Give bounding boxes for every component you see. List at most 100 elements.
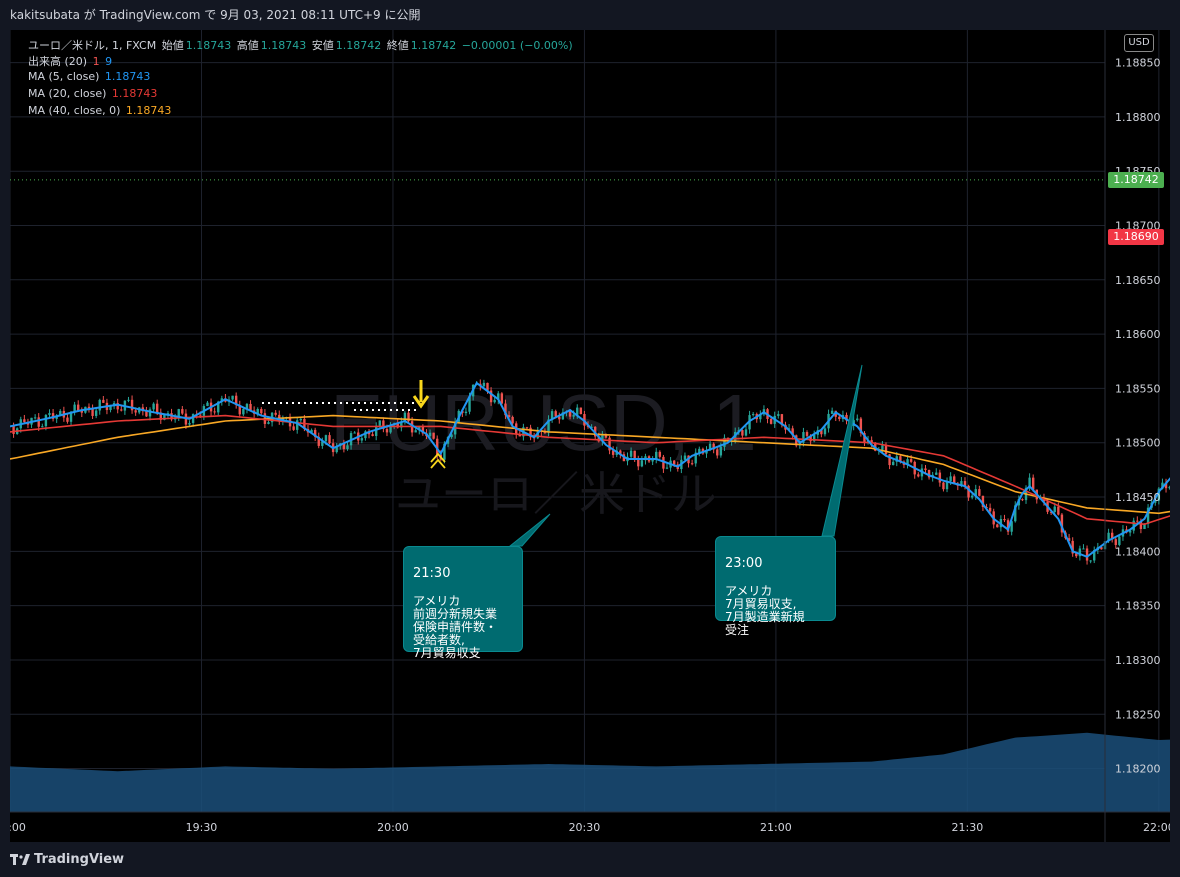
candle-body (152, 403, 155, 410)
candle-body (317, 436, 320, 446)
legend-open: 1.18743 (185, 39, 232, 52)
candle-body (292, 426, 295, 430)
callout-2300-pointer (821, 364, 863, 537)
candle-body (313, 429, 317, 437)
candle-body (769, 418, 773, 424)
candle-body (87, 406, 91, 409)
candle-body (640, 460, 644, 467)
candle-body (529, 427, 532, 438)
tradingview-logo-icon (10, 853, 30, 865)
candle-body (1067, 538, 1071, 541)
candle-body (708, 443, 712, 451)
candle-body (385, 428, 389, 433)
candle-body (432, 432, 435, 439)
candle-body (823, 428, 827, 435)
candle-body (242, 409, 245, 415)
legend-change: −0.00001 (−0.00%) (461, 39, 573, 52)
tradingview-logo[interactable]: TradingView (10, 852, 124, 867)
ma5-line (10, 381, 1170, 558)
candle-body (69, 411, 73, 422)
candle-body (838, 416, 841, 419)
candle-body (938, 472, 942, 483)
candle-body (550, 411, 554, 420)
legend-ma20-label: MA (20, close) (28, 87, 107, 100)
candle-body (234, 395, 238, 406)
publish-text: kakitsubata が TradingView.com で 9月 03, 2… (10, 8, 421, 22)
chart-area[interactable]: EURUSD, 1 ユーロ／米ドル 1.188501.188001.187501… (10, 30, 1170, 842)
candle-body (633, 450, 636, 460)
candle-body (1100, 547, 1103, 550)
candle-body (1139, 521, 1143, 530)
candle-body (830, 410, 834, 414)
candle-body (996, 524, 999, 528)
candle-body (1118, 536, 1121, 545)
candle-body (321, 441, 324, 446)
candle-body (863, 433, 866, 443)
candle-body (310, 429, 313, 433)
candle-body (1107, 532, 1110, 542)
time-axis[interactable]: 19:0019:3020:0020:3021:0021:3022:0022:30… (10, 811, 1170, 834)
candle-body (443, 443, 446, 460)
price-tick-label: 1.18300 (1115, 654, 1161, 667)
candle-body (51, 413, 55, 419)
candle-body (80, 410, 84, 413)
candle-body (1168, 486, 1170, 489)
price-tick-label: 1.18550 (1115, 382, 1161, 395)
candle-body (109, 406, 112, 411)
ma40-line (10, 414, 1170, 515)
candle-body (44, 414, 48, 427)
legend-ma40-label: MA (40, close, 0) (28, 104, 121, 117)
price-axis[interactable]: 1.188501.188001.187501.187001.186501.186… (1104, 30, 1161, 842)
moving-averages (10, 179, 1170, 558)
candle-body (1071, 540, 1074, 554)
currency-button[interactable]: USD (1124, 34, 1154, 52)
candle-body (130, 399, 134, 411)
price-tick-label: 1.18600 (1115, 328, 1161, 341)
candle-body (1114, 539, 1117, 545)
price-tick-label: 1.18850 (1115, 57, 1161, 70)
candle-body (698, 448, 701, 453)
last-price-tag: 1.18742 (1108, 172, 1164, 188)
watermark-name: ユーロ／米ドル (395, 467, 717, 521)
candle-body (845, 414, 848, 421)
candle-body (1031, 477, 1035, 490)
candle-body (945, 481, 949, 490)
candle-body (296, 420, 299, 430)
candle-body (777, 414, 780, 416)
candle-body (382, 420, 385, 429)
candle-body (723, 437, 726, 447)
candle-body (77, 404, 80, 411)
candle-body (41, 426, 44, 428)
candle-body (960, 481, 963, 486)
candle-body (493, 399, 496, 403)
candle-body (611, 450, 615, 455)
candle-body (504, 403, 507, 416)
double-chevron-up-icon (430, 452, 446, 469)
candle-body (820, 430, 823, 435)
candle-body (421, 426, 425, 434)
callout-2130-time: 21:30 (413, 566, 451, 581)
candle-body (809, 435, 812, 442)
legend-open-label: 始値 (161, 39, 184, 52)
candle-body (389, 424, 392, 433)
candle-body (601, 435, 604, 442)
candle-body (1060, 514, 1064, 533)
legend-low-label: 安値 (311, 39, 334, 52)
legend-volume-label: 出来高 (20) (28, 55, 88, 68)
candle-body (658, 451, 662, 457)
candle-body (37, 417, 40, 427)
candle-body (1157, 488, 1161, 501)
candle-body (73, 404, 76, 412)
price-tick-label: 1.18200 (1115, 763, 1161, 776)
candle-body (604, 435, 608, 438)
candle-body (741, 430, 744, 436)
down-arrow-icon (412, 380, 430, 409)
candle-body (48, 413, 51, 415)
candle-body (177, 409, 180, 418)
candle-body (543, 431, 547, 433)
candle-body (1136, 520, 1139, 522)
candle-body (155, 403, 159, 413)
legend-volume-a: 1 (92, 55, 100, 68)
candle-body (949, 476, 952, 482)
chart-svg[interactable]: EURUSD, 1 ユーロ／米ドル 1.188501.188001.187501… (10, 30, 1170, 842)
